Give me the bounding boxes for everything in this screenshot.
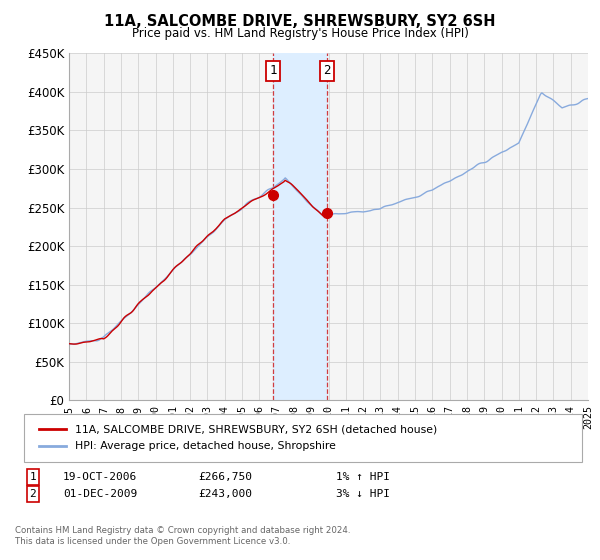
Text: 1: 1 (269, 64, 277, 77)
Bar (273, 53, 327, 400)
FancyBboxPatch shape (24, 414, 582, 462)
Text: 2: 2 (323, 64, 331, 77)
Text: 19-OCT-2006: 19-OCT-2006 (63, 472, 137, 482)
Text: 1: 1 (29, 472, 37, 482)
Text: This data is licensed under the Open Government Licence v3.0.: This data is licensed under the Open Gov… (15, 537, 290, 546)
Text: 01-DEC-2009: 01-DEC-2009 (63, 489, 137, 499)
Text: £266,750: £266,750 (198, 472, 252, 482)
Text: Contains HM Land Registry data © Crown copyright and database right 2024.: Contains HM Land Registry data © Crown c… (15, 526, 350, 535)
Text: £243,000: £243,000 (198, 489, 252, 499)
Legend: 11A, SALCOMBE DRIVE, SHREWSBURY, SY2 6SH (detached house), HPI: Average price, d: 11A, SALCOMBE DRIVE, SHREWSBURY, SY2 6SH… (35, 421, 442, 456)
Text: Price paid vs. HM Land Registry's House Price Index (HPI): Price paid vs. HM Land Registry's House … (131, 27, 469, 40)
Text: 2: 2 (29, 489, 37, 499)
Text: 11A, SALCOMBE DRIVE, SHREWSBURY, SY2 6SH: 11A, SALCOMBE DRIVE, SHREWSBURY, SY2 6SH (104, 14, 496, 29)
Text: 3% ↓ HPI: 3% ↓ HPI (336, 489, 390, 499)
Text: 1% ↑ HPI: 1% ↑ HPI (336, 472, 390, 482)
